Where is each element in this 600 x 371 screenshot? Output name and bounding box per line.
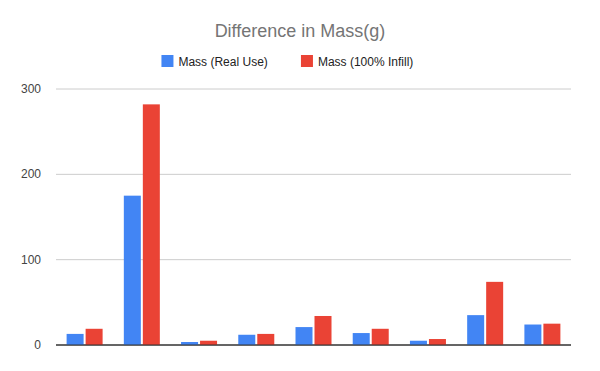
bar: [124, 196, 141, 345]
y-tick-label: 0: [34, 338, 41, 352]
y-tick-label: 200: [21, 167, 41, 181]
bar: [353, 333, 370, 345]
legend: Mass (Real Use) Mass (100% Infill): [161, 55, 413, 69]
bar: [429, 339, 446, 345]
bars: [67, 104, 561, 345]
legend-label: Mass (Real Use): [178, 55, 267, 69]
grid-line: [56, 89, 571, 90]
bar: [238, 335, 255, 345]
bar: [543, 324, 560, 345]
bar: [143, 104, 160, 345]
bar: [372, 329, 389, 345]
grid-line: [56, 345, 571, 346]
bar: [200, 341, 217, 345]
title: Difference in Mass(g): [215, 21, 386, 41]
bar: [67, 334, 84, 345]
legend-label: Mass (100% Infill): [318, 55, 413, 69]
legend-item: Mass (Real Use): [161, 55, 267, 69]
grid-line: [56, 174, 571, 175]
bar: [467, 315, 484, 345]
legend-swatch: [301, 55, 313, 67]
chart-container: Difference in Mass(g) 0 100 200 300 Mass (Rea…: [0, 0, 600, 371]
legend-item: Mass (100% Infill): [301, 55, 413, 69]
bar: [296, 327, 313, 345]
bar: [315, 316, 332, 345]
bar: [524, 325, 541, 345]
y-tick-label: 300: [21, 82, 41, 96]
chart: Difference in Mass(g) 0 100 200 300 Mass (Rea…: [0, 0, 600, 371]
grid: [56, 89, 571, 345]
bar: [257, 334, 274, 345]
bar: [410, 341, 427, 345]
bar: [486, 282, 503, 345]
x-axis-line: [56, 345, 571, 346]
bar: [86, 329, 103, 345]
y-tick-label: 100: [21, 253, 41, 267]
legend-swatch: [161, 55, 173, 67]
